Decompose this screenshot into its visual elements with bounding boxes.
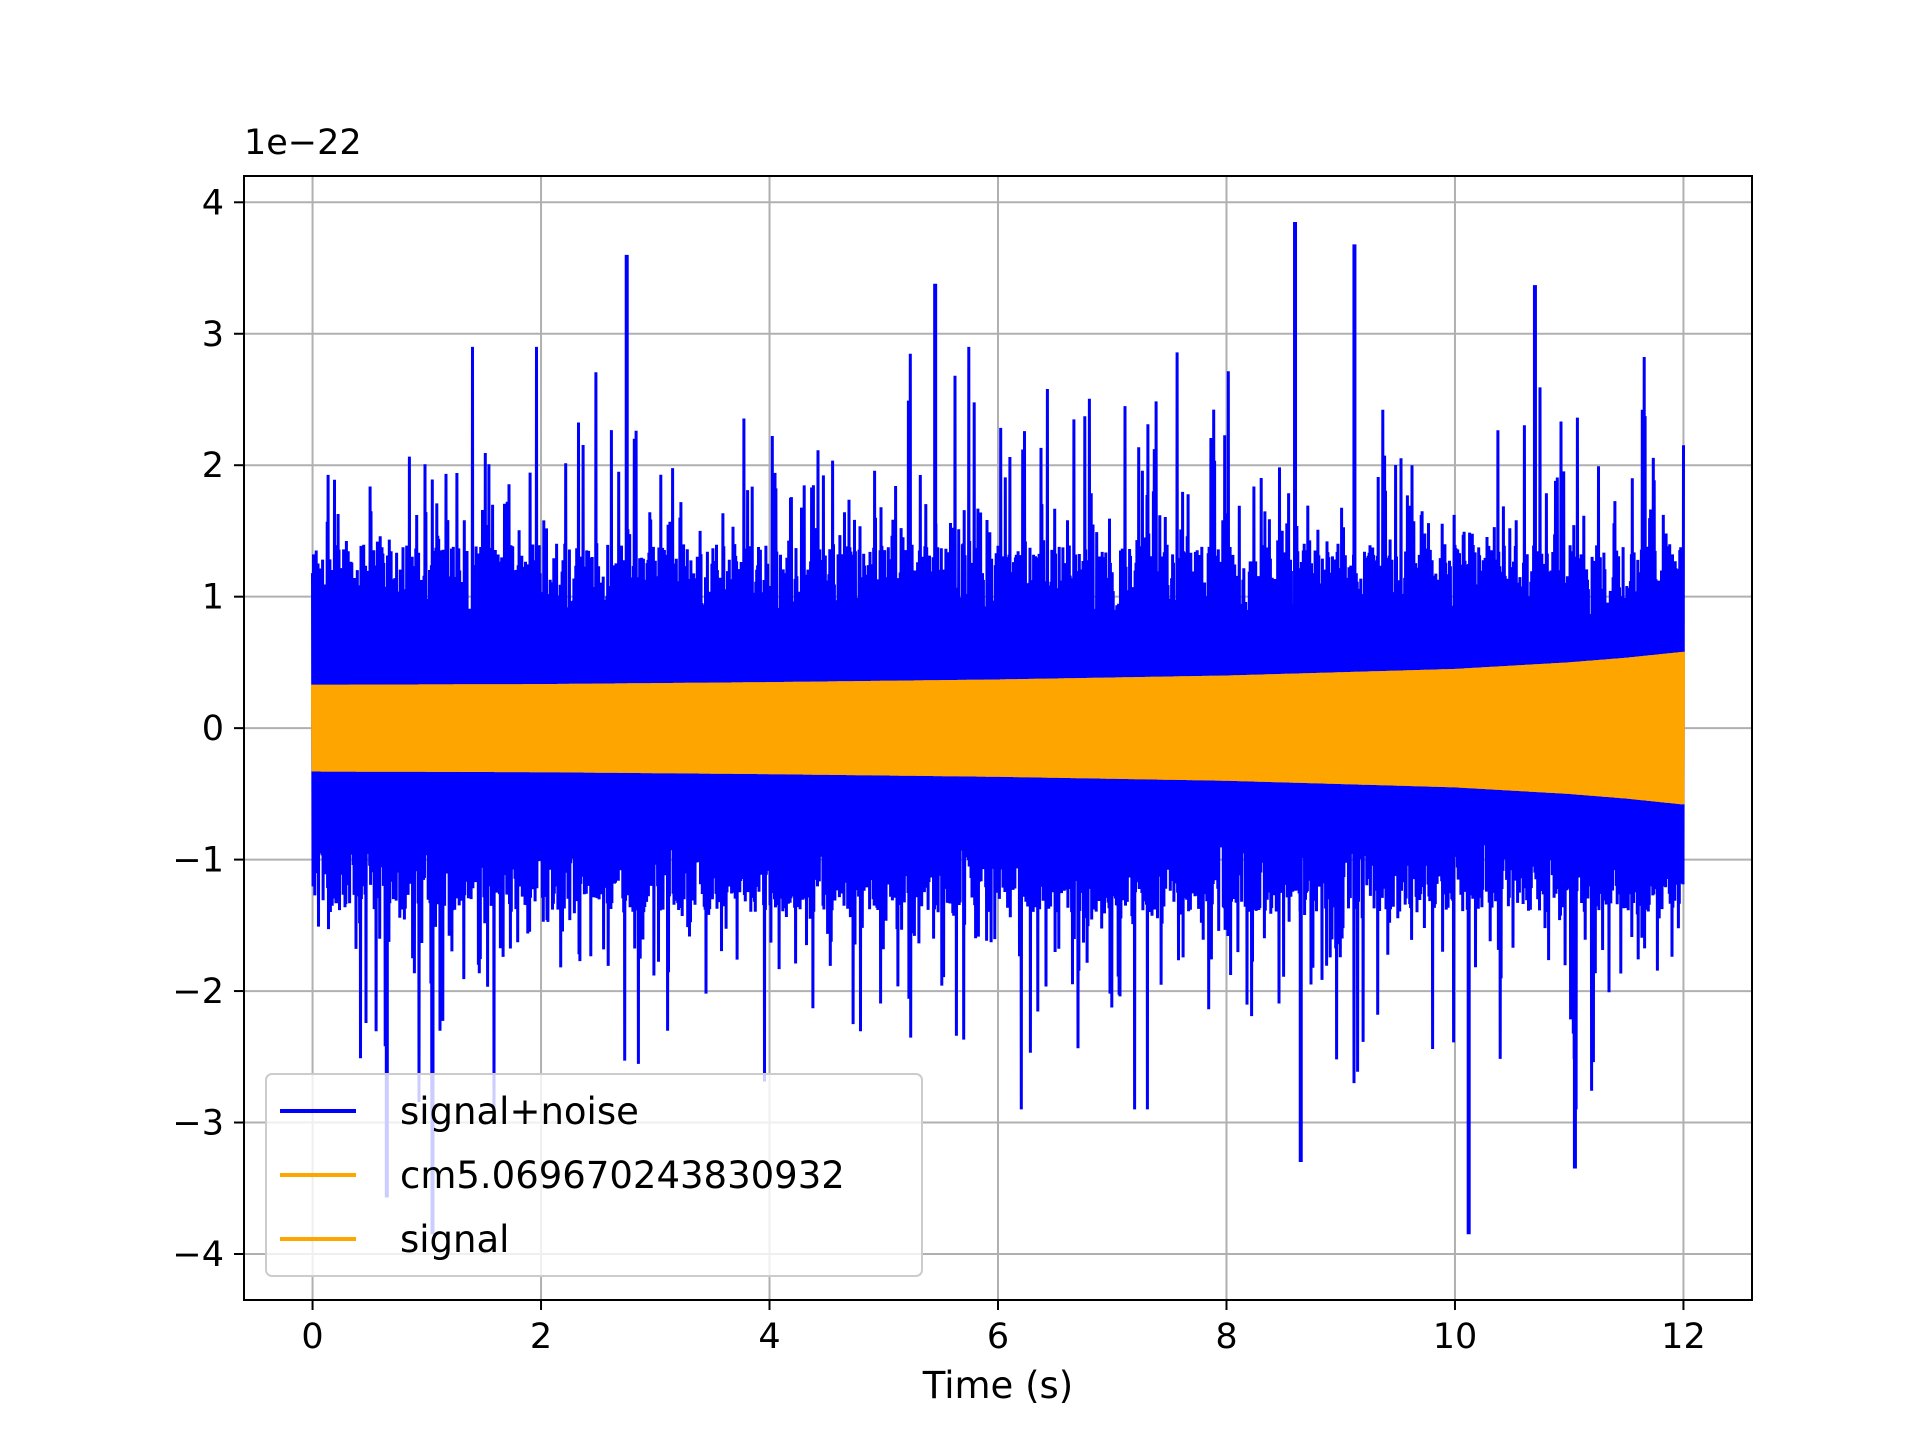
x-tick-label: 0 [301,1317,323,1357]
series-signal [311,651,1685,805]
legend-label: signal+noise [400,1090,639,1133]
series-line [311,651,1685,805]
x-axis-label: Time (s) [922,1364,1073,1407]
legend-label: cm5.069670243830932 [400,1154,845,1197]
legend-box [265,1073,923,1277]
y-tick-label: 0 [202,709,224,749]
x-tick-label: 6 [987,1317,1009,1357]
y-tick-label: −2 [172,972,224,1012]
x-tick-label: 4 [758,1317,780,1357]
series-line [311,346,1685,1110]
y-tick-label: −3 [172,1104,224,1144]
y-tick-label: 1 [202,578,224,618]
series-layer [311,222,1685,1235]
legend-label: signal [400,1218,509,1261]
legend: signal+noise cm5.069670243830932 signal [265,1073,923,1277]
x-tick-label: 12 [1661,1317,1706,1357]
y-tick-label: 3 [202,315,224,355]
x-tick-label: 8 [1215,1317,1237,1357]
y-offset-label: 1e−22 [244,123,362,163]
y-tick-label: −4 [172,1235,224,1275]
y-tick-label: 2 [202,446,224,486]
y-tick-label: 4 [202,183,224,223]
x-tick-label: 2 [530,1317,552,1357]
y-tick-label: −1 [172,841,224,881]
series-signal-noise [311,222,1685,1235]
x-tick-label: 10 [1433,1317,1478,1357]
